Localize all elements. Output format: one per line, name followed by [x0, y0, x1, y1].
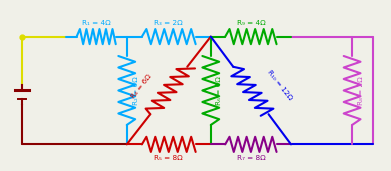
Text: R₉ = 4Ω: R₉ = 4Ω [237, 20, 265, 26]
Text: R₇ = 8Ω: R₇ = 8Ω [237, 155, 265, 161]
Text: R₃ = 2Ω: R₃ = 2Ω [154, 20, 183, 26]
Text: R₄ = 6Ω: R₄ = 6Ω [130, 73, 153, 100]
Text: R₂ = 6Ω: R₂ = 6Ω [133, 76, 139, 105]
Text: R₆ = 6Ω: R₆ = 6Ω [216, 76, 222, 105]
Text: R₁₀ = 12Ω: R₁₀ = 12Ω [266, 69, 293, 101]
Text: R₁ = 4Ω: R₁ = 4Ω [82, 20, 111, 26]
Text: R₈ = 2Ω: R₈ = 2Ω [358, 76, 364, 105]
Text: R₅ = 8Ω: R₅ = 8Ω [154, 155, 183, 161]
